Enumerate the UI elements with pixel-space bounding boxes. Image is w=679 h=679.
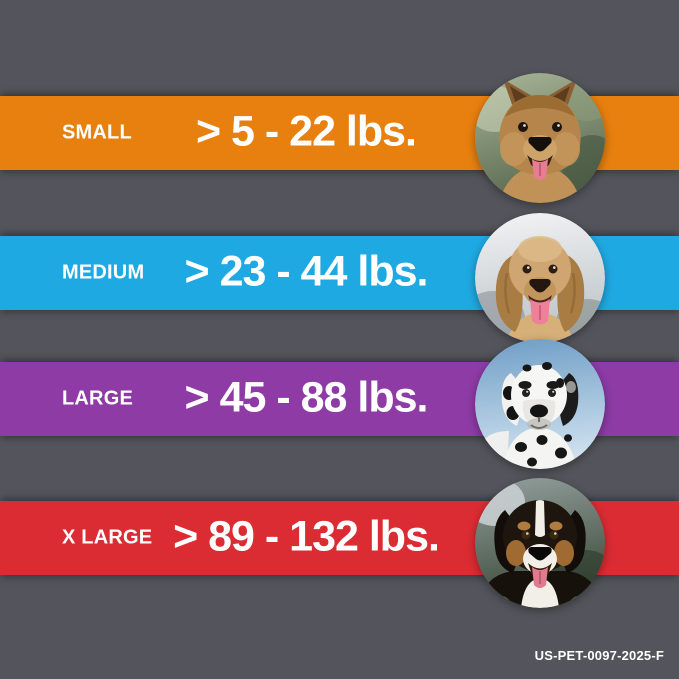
- size-label: SMALL: [62, 121, 132, 144]
- weight-range: > 23 - 44 lbs.: [184, 247, 429, 296]
- dalmatian-photo: [475, 339, 605, 469]
- size-label: LARGE: [62, 387, 133, 410]
- weight-range: > 5 - 22 lbs.: [195, 107, 417, 156]
- size-row-xlarge: X LARGE > 89 - 132 lbs.: [0, 478, 679, 608]
- norwich-terrier-photo: [475, 73, 605, 203]
- footer-reference-code: US-PET-0097-2025-F: [534, 648, 664, 663]
- size-label: X LARGE: [62, 526, 153, 549]
- weight-range: > 89 - 132 lbs.: [173, 512, 440, 561]
- size-row-small: SMALL > 5 - 22 lbs.: [0, 73, 679, 203]
- cocker-spaniel-photo: [475, 213, 605, 343]
- weight-range: > 45 - 88 lbs.: [184, 373, 429, 422]
- bernese-mountain-dog-photo: [475, 478, 605, 608]
- size-row-medium: MEDIUM > 23 - 44 lbs.: [0, 213, 679, 343]
- size-label: MEDIUM: [62, 261, 145, 284]
- size-row-large: LARGE > 45 - 88 lbs.: [0, 339, 679, 469]
